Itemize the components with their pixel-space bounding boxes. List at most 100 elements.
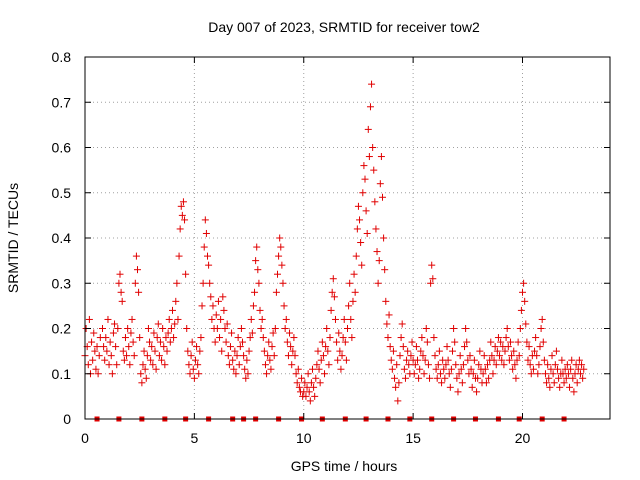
- data-point: [284, 352, 292, 360]
- data-point: [484, 361, 491, 369]
- data-point: [498, 356, 506, 364]
- data-point: [181, 216, 189, 224]
- data-point: [167, 325, 175, 332]
- data-point: [382, 297, 390, 305]
- data-point: [197, 334, 205, 342]
- data-point: [440, 365, 448, 373]
- data-point: [219, 293, 227, 301]
- data-point: [383, 320, 391, 328]
- data-point: [487, 338, 495, 346]
- data-point: [511, 361, 519, 369]
- data-point: [152, 365, 160, 373]
- data-point: [280, 302, 288, 310]
- data-point: [449, 347, 456, 355]
- data-point: [281, 325, 289, 332]
- data-point: [131, 279, 139, 287]
- data-point: [510, 347, 518, 355]
- data-point: [344, 325, 351, 332]
- data-point: [340, 315, 348, 323]
- data-point: [232, 370, 240, 378]
- data-point: [261, 361, 269, 369]
- data-point: [467, 365, 475, 373]
- data-point: [414, 356, 421, 364]
- data-point: [312, 374, 320, 382]
- data-point: [408, 338, 416, 346]
- data-point: [290, 334, 298, 342]
- data-point: [182, 270, 190, 278]
- data-point: [140, 347, 148, 355]
- data-point: [569, 374, 577, 382]
- x-axis-label: GPS time / hours: [291, 458, 398, 474]
- data-point: [426, 374, 434, 382]
- data-point: [353, 225, 361, 233]
- data-point: [186, 370, 194, 378]
- x-tick-labels: 0 5 10 15 20: [81, 430, 530, 446]
- data-point: [562, 374, 570, 382]
- data-point: [399, 343, 407, 351]
- data-point: [546, 383, 554, 391]
- data-point: [275, 252, 283, 260]
- data-point: [311, 392, 319, 400]
- data-point: [171, 320, 179, 328]
- data-point: [395, 379, 403, 387]
- data-point: [550, 379, 558, 387]
- data-point: [148, 343, 156, 351]
- data-point: [354, 202, 362, 210]
- data-point: [520, 279, 528, 287]
- data-point: [307, 379, 315, 387]
- data-point: [205, 261, 213, 269]
- data-point: [333, 338, 341, 346]
- data-point: [283, 338, 291, 346]
- data-point: [435, 347, 443, 355]
- data-point: [270, 352, 278, 360]
- data-point: [516, 325, 524, 332]
- data-point: [109, 329, 117, 337]
- data-point: [172, 297, 180, 305]
- data-point: [446, 383, 454, 391]
- x-tick-label: 15: [405, 430, 421, 446]
- data-point: [500, 361, 508, 369]
- data-point: [396, 352, 404, 360]
- data-point: [539, 338, 547, 346]
- data-point: [534, 370, 542, 378]
- data-point: [224, 352, 232, 360]
- data-point: [361, 175, 369, 183]
- data-point: [282, 315, 290, 323]
- data-point: [515, 352, 523, 360]
- data-point: [161, 361, 169, 369]
- x-tick-label: 20: [515, 430, 531, 446]
- data-point: [445, 370, 453, 378]
- data-point: [230, 365, 238, 373]
- data-point: [254, 266, 262, 274]
- data-point: [337, 365, 345, 373]
- y-tick-label: 0.4: [52, 230, 72, 246]
- data-point: [118, 297, 126, 305]
- data-point: [348, 334, 356, 342]
- data-point: [351, 288, 359, 296]
- data-point: [223, 320, 231, 328]
- data-point: [304, 370, 312, 378]
- data-point: [453, 374, 461, 382]
- data-point: [494, 334, 502, 342]
- data-point: [158, 356, 166, 364]
- data-point: [199, 279, 207, 287]
- data-point: [258, 315, 266, 323]
- data-point: [350, 270, 358, 278]
- data-point: [475, 361, 483, 369]
- data-point: [374, 279, 382, 287]
- y-tick-label: 0.8: [52, 49, 72, 65]
- data-point: [163, 347, 171, 355]
- data-point: [196, 347, 204, 355]
- data-point: [479, 370, 487, 378]
- data-point: [493, 347, 501, 355]
- data-point: [298, 374, 306, 382]
- data-point: [417, 347, 425, 355]
- data-point: [106, 338, 114, 346]
- data-point: [116, 270, 124, 278]
- data-point: [107, 352, 115, 360]
- data-point: [419, 352, 427, 360]
- data-point: [372, 225, 380, 233]
- data-point: [91, 347, 99, 355]
- data-point: [356, 216, 364, 224]
- data-point: [225, 361, 233, 369]
